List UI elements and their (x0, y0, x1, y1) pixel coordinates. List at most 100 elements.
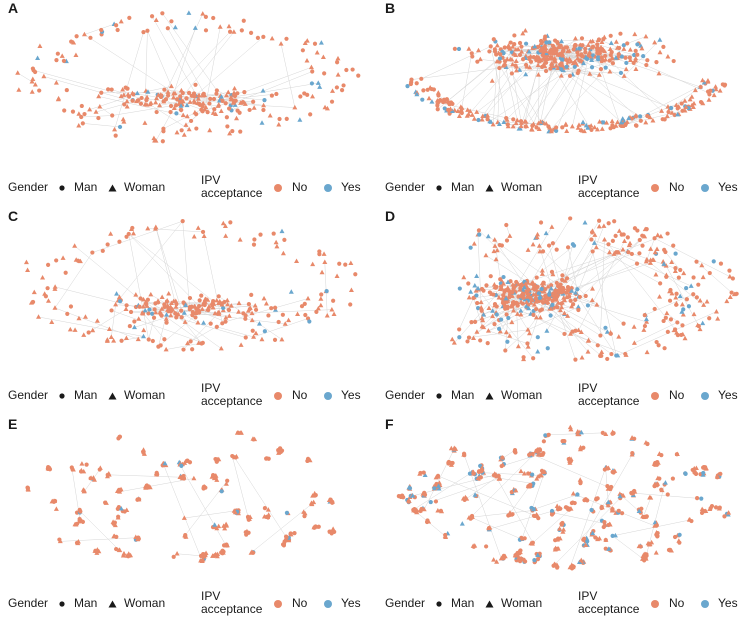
node-woman-no (560, 529, 566, 534)
node-man-no (200, 109, 205, 114)
node-man-no (676, 275, 681, 280)
woman-symbol-icon (485, 184, 494, 192)
yes-symbol-icon (701, 392, 709, 400)
network-edge (98, 96, 188, 117)
node-woman-no (223, 542, 229, 548)
network-edge (515, 253, 615, 286)
node-woman-no (586, 337, 592, 343)
node-man-no (514, 279, 519, 285)
node-woman-no (469, 112, 475, 117)
node-man-no (82, 111, 87, 117)
node-man-yes (476, 117, 481, 123)
node-woman-no (494, 42, 500, 48)
node-woman-no (181, 132, 187, 137)
node-man-no (308, 112, 313, 117)
node-man-no (116, 436, 121, 441)
node-woman-no (49, 319, 55, 325)
node-man-no (214, 88, 219, 93)
node-woman-no (200, 11, 206, 16)
node-woman-no (613, 39, 619, 44)
node-woman-no (514, 311, 520, 316)
node-woman-no (621, 238, 627, 243)
node-man-no (691, 292, 696, 297)
node-woman-no (513, 553, 519, 558)
edges (60, 455, 312, 562)
node-woman-yes (288, 289, 294, 294)
node-man-no (180, 219, 185, 224)
node-man-no (469, 51, 474, 56)
node-man-no (80, 121, 85, 126)
node-man-no (519, 44, 524, 49)
node-man-no (504, 238, 510, 243)
node-woman-no (564, 128, 570, 134)
node-woman-yes (700, 320, 706, 326)
node-man-no (330, 500, 335, 505)
node-man-no (47, 467, 53, 472)
node-woman-yes (617, 493, 623, 499)
node-man-no (543, 68, 549, 74)
network-edge (575, 293, 617, 356)
node-man-no (608, 126, 613, 131)
node-man-no (250, 328, 255, 333)
node-woman-no (532, 282, 538, 288)
node-man-no (526, 471, 531, 476)
node-man-no (633, 114, 639, 119)
legend: Gender Man Woman IPV acceptance No Yes (377, 172, 753, 202)
node-woman-no (245, 308, 251, 313)
network-edge (544, 53, 625, 126)
node-man-no (269, 93, 274, 98)
node-woman-yes (429, 99, 435, 104)
node-woman-no (479, 116, 485, 122)
node-woman-no (175, 311, 181, 317)
node-woman-no (511, 51, 517, 56)
node-man-yes (407, 486, 413, 491)
node-man-yes (641, 54, 646, 59)
node-man-no (201, 485, 206, 490)
node-woman-no (557, 526, 563, 531)
node-woman-no (632, 31, 638, 37)
node-man-yes (501, 274, 506, 280)
node-man-no (573, 297, 578, 302)
node-man-no (667, 547, 673, 553)
node-woman-no (538, 472, 544, 478)
node-man-no (571, 302, 576, 307)
node-woman-no (320, 54, 326, 59)
node-woman-no (663, 272, 669, 277)
node-man-no (485, 340, 490, 346)
network-edge (55, 286, 137, 308)
node-man-no (581, 537, 586, 542)
node-man-no (517, 40, 523, 46)
node-man-no (276, 319, 281, 325)
node-woman-no (170, 306, 176, 312)
node-woman-no (599, 349, 605, 355)
node-man-no (179, 128, 184, 133)
node-woman-no (565, 313, 571, 318)
node-woman-no (52, 284, 58, 289)
node-man-no (168, 109, 173, 115)
node-woman-no (88, 475, 94, 480)
legend-gender-title: Gender (8, 180, 49, 194)
node-woman-no (173, 304, 179, 309)
node-woman-no (76, 315, 82, 321)
legend-gender-title: Gender (385, 596, 426, 610)
node-man-no (165, 26, 170, 31)
node-man-yes (474, 293, 479, 298)
node-woman-no (236, 309, 242, 314)
node-woman-no (587, 38, 593, 44)
node-woman-no (489, 78, 495, 83)
node-man-no (126, 554, 131, 559)
node-woman-no (314, 50, 320, 55)
network-edge (231, 103, 246, 111)
node-woman-no (467, 108, 473, 114)
node-man-no (145, 28, 150, 33)
node-man-no (211, 299, 216, 304)
node-woman-no (686, 517, 692, 522)
node-woman-no (206, 303, 212, 309)
node-woman-no (267, 113, 273, 118)
node-woman-yes (192, 25, 198, 30)
node-man-no (543, 60, 549, 65)
node-woman-no (130, 230, 136, 236)
node-man-no (609, 351, 614, 357)
node-woman-no (485, 112, 491, 118)
node-man-no (523, 124, 528, 129)
